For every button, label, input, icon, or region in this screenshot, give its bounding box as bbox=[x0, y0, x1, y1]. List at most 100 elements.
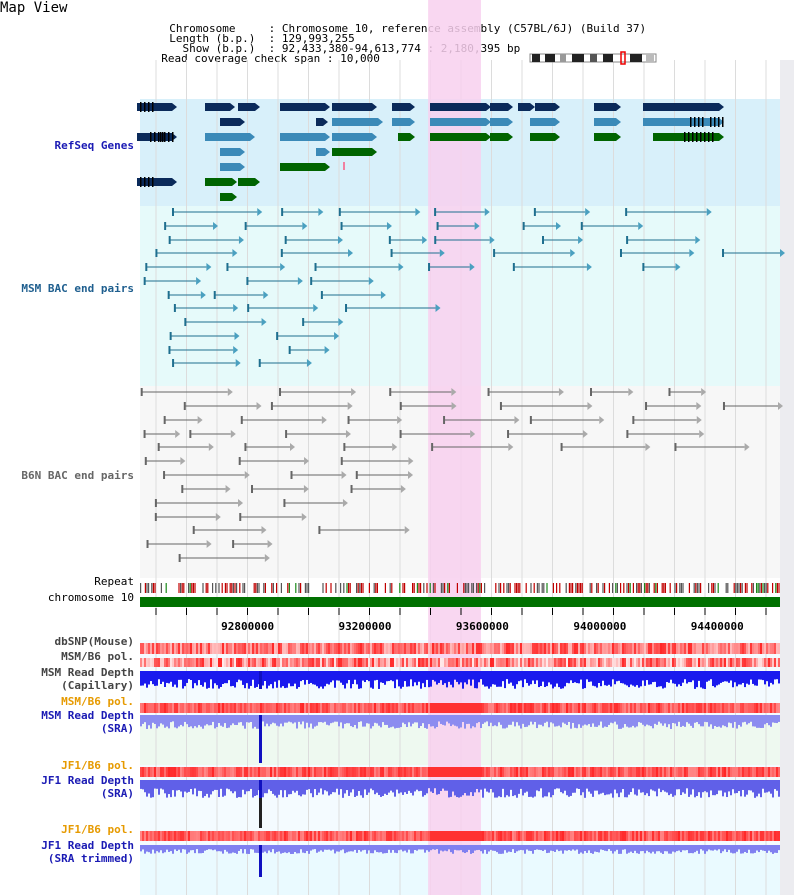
jf1-trim-depth bbox=[276, 845, 278, 852]
jf1-b6-pol2-heat bbox=[736, 831, 738, 841]
msm-b6-pol2-heat bbox=[488, 703, 490, 713]
track-label-msm_b6_pol2[interactable]: MSM/B6 pol. bbox=[61, 695, 134, 708]
msm-capillary-depth bbox=[554, 671, 556, 687]
track-label-jf1_trim1[interactable]: JF1 Read Depth bbox=[41, 839, 134, 852]
msm-b6-pol-heat bbox=[164, 658, 166, 667]
msm-sra-depth bbox=[724, 715, 726, 727]
jf1-trim-depth bbox=[220, 845, 222, 852]
jf1-b6-pol2-heat bbox=[348, 831, 350, 841]
jf1-b6-pol2-heat bbox=[430, 831, 432, 841]
jf1-b6-pol2-heat bbox=[326, 831, 328, 841]
jf1-b6-pol2-heat bbox=[600, 831, 602, 841]
msm-b6-pol-heat bbox=[404, 658, 406, 667]
msm-b6-pol-heat bbox=[146, 658, 148, 667]
jf1-trim-depth bbox=[568, 845, 570, 850]
track-label-msm_cap1[interactable]: MSM Read Depth bbox=[41, 666, 134, 679]
track-label-jf1_pol2[interactable]: JF1/B6 pol. bbox=[61, 823, 134, 836]
msm-b6-pol-heat bbox=[486, 658, 488, 667]
jf1-sra-depth bbox=[188, 780, 190, 792]
track-label-msm_bac[interactable]: MSM BAC end pairs bbox=[21, 282, 134, 295]
jf1-trim-depth bbox=[580, 845, 582, 853]
jf1-b6-pol2-heat bbox=[198, 831, 200, 841]
b6n-bac-end bbox=[232, 540, 235, 548]
msm-b6-pol2-heat bbox=[352, 703, 354, 713]
msm-sra-depth bbox=[184, 715, 186, 722]
jf1-b6-pol-heat bbox=[262, 767, 264, 777]
msm-sra-depth bbox=[738, 715, 740, 725]
track-label-jf1_sra2[interactable]: (SRA) bbox=[100, 787, 134, 800]
track-label-refseq[interactable]: RefSeq Genes bbox=[54, 139, 134, 152]
msm-b6-pol2-heat bbox=[446, 703, 448, 713]
msm-capillary-depth bbox=[300, 671, 302, 682]
b6n-bac-end bbox=[590, 388, 593, 396]
msm-b6-pol2-heat bbox=[592, 703, 594, 713]
track-label-repeat[interactable]: Repeat bbox=[94, 575, 134, 588]
msm-sra-depth bbox=[536, 715, 538, 729]
msm-b6-pol2-heat bbox=[616, 703, 618, 713]
track-label-msm_cap2[interactable]: (Capillary) bbox=[61, 679, 134, 692]
jf1-sra-depth bbox=[706, 780, 708, 793]
jf1-sra-depth-spike-dark bbox=[259, 798, 262, 828]
msm-sra-depth bbox=[490, 715, 492, 723]
msm-sra-depth bbox=[262, 715, 264, 722]
jf1-b6-pol2-heat bbox=[726, 831, 728, 841]
msm-capillary-depth bbox=[760, 671, 762, 680]
msm-b6-pol2-heat bbox=[542, 703, 544, 713]
jf1-sra-depth bbox=[476, 780, 478, 789]
track-label-jf1_sra1[interactable]: JF1 Read Depth bbox=[41, 774, 134, 787]
jf1-sra-depth bbox=[560, 780, 562, 793]
track-label-dbsnp[interactable]: dbSNP(Mouse) bbox=[54, 635, 134, 648]
msm-sra-depth bbox=[230, 715, 232, 726]
track-label-msm_sra2[interactable]: (SRA) bbox=[100, 722, 134, 735]
msm-b6-pol-heat bbox=[540, 658, 542, 667]
jf1-b6-pol-heat bbox=[176, 767, 178, 777]
msm-capillary-depth bbox=[608, 671, 610, 685]
jf1-trim-depth bbox=[200, 845, 202, 854]
msm-sra-depth bbox=[522, 715, 524, 724]
track-label-jf1_trim2[interactable]: (SRA trimmed) bbox=[47, 852, 134, 865]
msm-b6-pol-heat bbox=[142, 658, 144, 667]
dbsnp-heat bbox=[310, 643, 312, 654]
dbsnp-heat bbox=[682, 643, 684, 654]
jf1-b6-pol-heat bbox=[744, 767, 746, 777]
msm-b6-pol2-heat bbox=[332, 703, 334, 713]
jf1-trim-depth bbox=[408, 845, 410, 850]
jf1-b6-pol-heat bbox=[152, 767, 154, 777]
track-label-jf1_pol[interactable]: JF1/B6 pol. bbox=[61, 759, 134, 772]
msm-capillary-depth bbox=[190, 671, 192, 681]
msm-b6-pol2-heat bbox=[604, 703, 606, 713]
msm-b6-pol2-heat bbox=[472, 703, 474, 713]
msm-bac-end bbox=[320, 291, 323, 299]
msm-capillary-depth bbox=[590, 671, 592, 682]
msm-bac-end bbox=[171, 208, 174, 216]
msm-b6-pol-heat bbox=[570, 658, 572, 667]
track-label-chrom[interactable]: chromosome 10 bbox=[47, 591, 134, 604]
msm-b6-pol-heat bbox=[652, 658, 654, 667]
msm-capillary-depth bbox=[604, 671, 606, 686]
msm-sra-depth bbox=[420, 715, 422, 727]
msm-b6-pol-heat bbox=[516, 658, 518, 667]
dbsnp-heat bbox=[154, 643, 156, 654]
jf1-b6-pol-heat bbox=[520, 767, 522, 777]
jf1-sra-depth bbox=[578, 780, 580, 789]
jf1-trim-depth bbox=[266, 845, 268, 854]
msm-b6-pol2-heat bbox=[668, 703, 670, 713]
msm-b6-pol-heat bbox=[326, 658, 328, 667]
msm-b6-pol2-heat bbox=[140, 703, 142, 713]
track-label-msm_sra1[interactable]: MSM Read Depth bbox=[41, 709, 134, 722]
msm-b6-pol-heat bbox=[626, 658, 628, 667]
track-label-msm_b6_pol[interactable]: MSM/B6 pol. bbox=[61, 650, 134, 663]
jf1-b6-pol2-heat bbox=[432, 831, 434, 841]
jf1-b6-pol-heat bbox=[508, 767, 510, 777]
msm-capillary-depth bbox=[292, 671, 294, 687]
dbsnp-heat bbox=[200, 643, 202, 654]
jf1-sra-depth bbox=[292, 780, 294, 791]
msm-sra-depth bbox=[670, 715, 672, 729]
track-label-b6n_bac[interactable]: B6N BAC end pairs bbox=[21, 469, 134, 482]
msm-b6-pol-heat bbox=[354, 658, 356, 667]
jf1-sra-depth bbox=[362, 780, 364, 798]
b6n-bac-end bbox=[267, 540, 273, 548]
dbsnp-heat bbox=[636, 643, 638, 654]
msm-b6-pol2-heat bbox=[520, 703, 522, 713]
